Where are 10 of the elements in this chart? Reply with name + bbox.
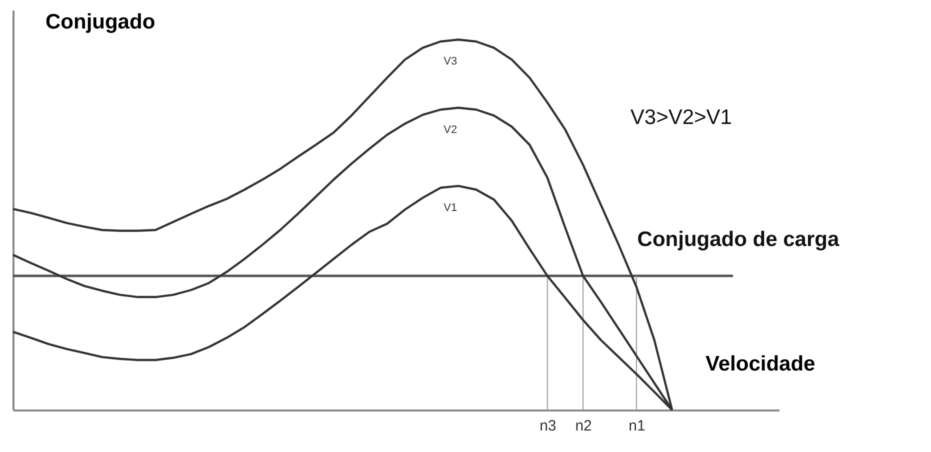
ref-line-label: Conjugado de carga [637, 228, 840, 251]
x-tick-label: n1 [628, 418, 646, 434]
x-tick-label: n3 [540, 418, 556, 434]
x-axis-title: Velocidade [706, 352, 816, 376]
y-axis-title: Conjugado [46, 10, 156, 34]
series-label: V3 [444, 56, 458, 68]
x-tick-label: n2 [575, 418, 592, 434]
annotation: V3>V2>V1 [630, 106, 732, 129]
series-label: V1 [444, 202, 458, 214]
series-label: V2 [444, 124, 458, 136]
